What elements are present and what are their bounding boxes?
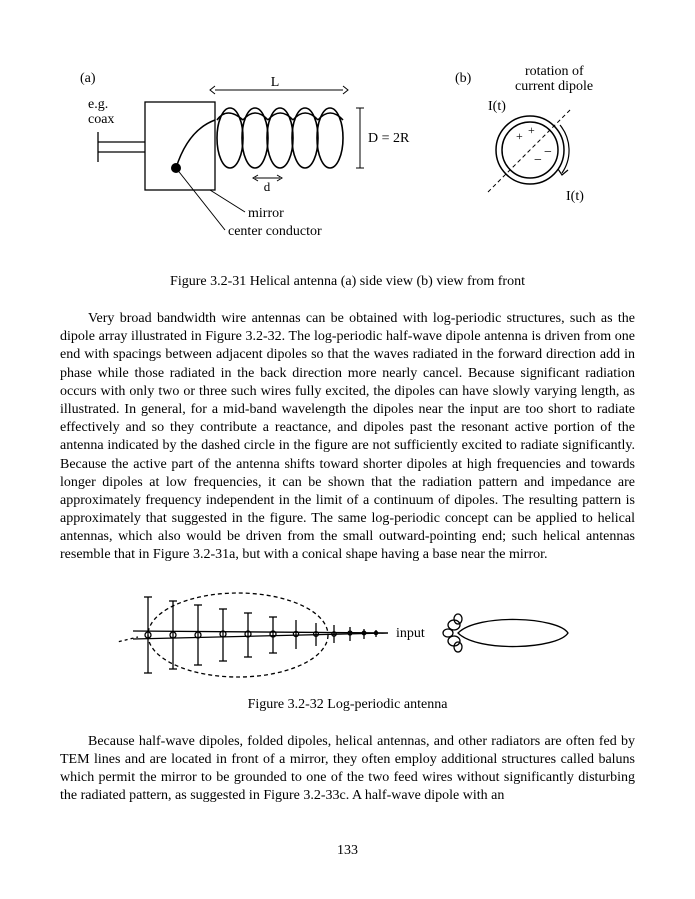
mirror-box (145, 102, 215, 190)
body-paragraph-2: Because half-wave dipoles, folded dipole… (60, 733, 635, 806)
helix-coils (217, 108, 343, 168)
figure-31-caption: Figure 3.2-31 Helical antenna (a) side v… (60, 274, 635, 290)
feed-label: e.g. coax (88, 97, 114, 127)
figure-32-caption: Figure 3.2-32 Log-periodic antenna (60, 697, 635, 713)
input-label: input (396, 626, 425, 641)
svg-text:−: − (544, 145, 552, 160)
figure-3-2-32: input Figure 3.2-32 Log-periodic antenna (60, 583, 635, 713)
log-periodic-svg: input (118, 583, 578, 683)
d-label: d (264, 179, 271, 194)
center-leader (176, 168, 225, 230)
L-arrow-right (343, 86, 348, 94)
svg-text:+: + (516, 129, 523, 143)
page-number: 133 (0, 843, 695, 859)
figure-b-label: (b) (455, 71, 472, 86)
I-bot-label: I(t) (566, 189, 584, 204)
L-arrow-left (210, 86, 215, 94)
I-top-label: I(t) (488, 99, 506, 114)
helical-antenna-svg: (a) e.g. coax center conductor mirror (60, 60, 635, 260)
figure-a-label: (a) (80, 71, 96, 86)
figure-3-2-31: (a) e.g. coax center conductor mirror (60, 60, 635, 290)
lp-array (118, 593, 388, 677)
helix-feed (176, 120, 215, 168)
mirror-label: mirror (248, 206, 284, 221)
body-paragraph-1: Very broad bandwidth wire antennas can b… (60, 310, 635, 565)
mirror-leader (210, 190, 245, 212)
lp-pattern (443, 614, 568, 652)
D-label: D = 2R (368, 131, 410, 146)
center-conductor-label: center conductor (228, 224, 322, 239)
svg-text:+: + (528, 123, 535, 137)
L-label: L (271, 75, 280, 90)
rotation-label: rotation of current dipole (515, 64, 593, 94)
front-view: + + − − (488, 108, 572, 192)
page: (a) e.g. coax center conductor mirror (0, 0, 695, 899)
svg-text:−: − (534, 153, 542, 168)
